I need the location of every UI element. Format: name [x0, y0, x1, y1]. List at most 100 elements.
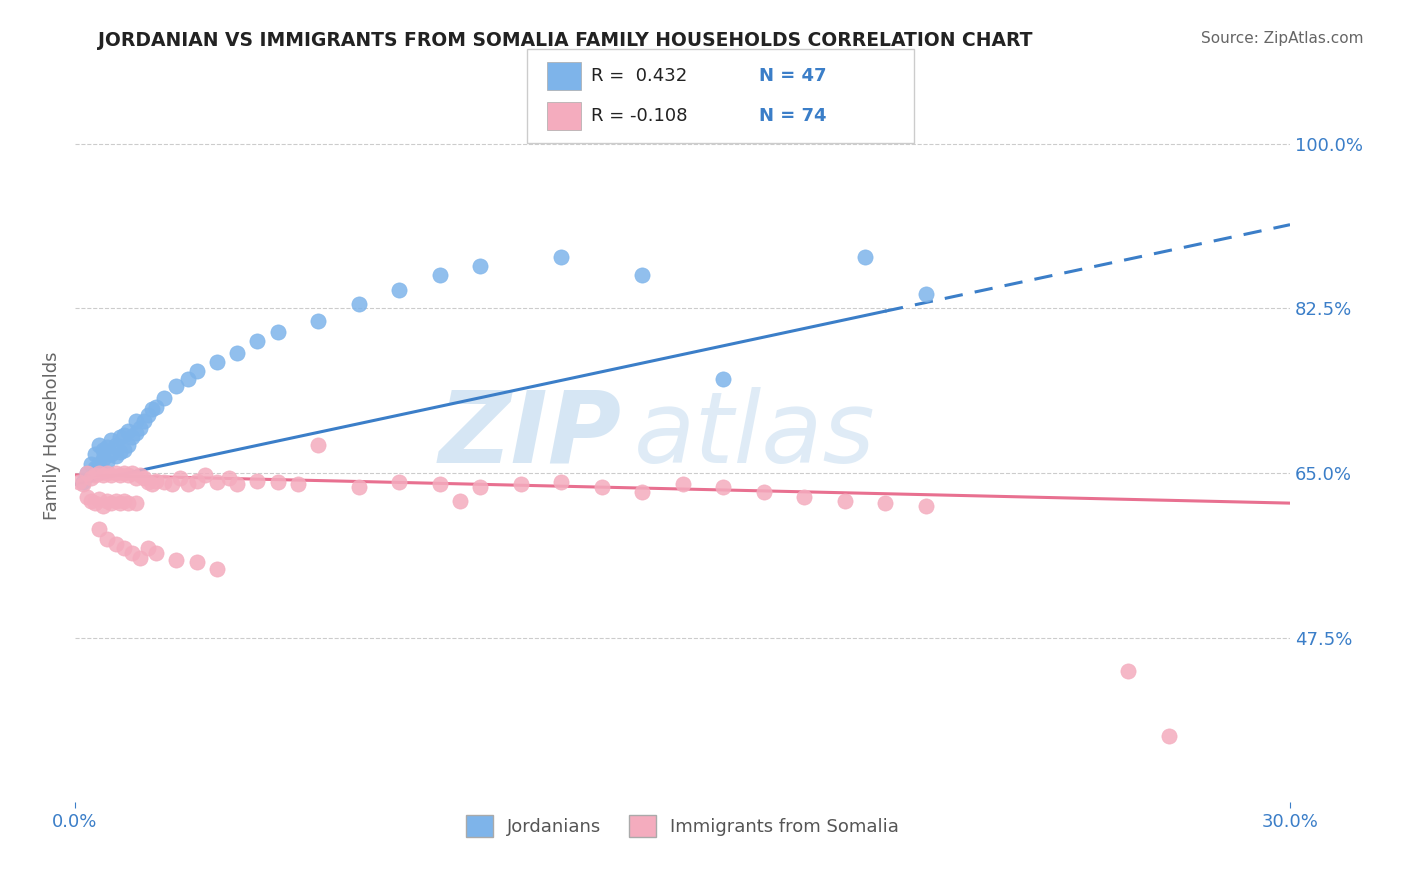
Point — [793, 490, 815, 504]
Text: N = 47: N = 47 — [759, 67, 827, 85]
Point — [117, 496, 139, 510]
Point — [388, 475, 411, 490]
Point — [631, 484, 654, 499]
Point — [132, 414, 155, 428]
Point — [307, 313, 329, 327]
Point — [218, 471, 240, 485]
Point — [145, 474, 167, 488]
Point — [125, 471, 148, 485]
Point — [72, 475, 94, 490]
Text: N = 74: N = 74 — [759, 107, 827, 125]
Point — [67, 475, 90, 490]
Point — [76, 466, 98, 480]
Point — [429, 477, 451, 491]
Legend: Jordanians, Immigrants from Somalia: Jordanians, Immigrants from Somalia — [458, 808, 907, 845]
Point — [165, 552, 187, 566]
Point — [84, 496, 107, 510]
Point — [141, 402, 163, 417]
Point — [112, 428, 135, 442]
Text: Source: ZipAtlas.com: Source: ZipAtlas.com — [1201, 31, 1364, 46]
Point — [112, 541, 135, 556]
Point — [509, 477, 531, 491]
Point — [591, 480, 613, 494]
Point — [177, 372, 200, 386]
Point — [388, 283, 411, 297]
Text: ZIP: ZIP — [439, 387, 621, 483]
Point — [873, 496, 896, 510]
Point — [1157, 730, 1180, 744]
Point — [84, 467, 107, 482]
Point — [89, 523, 111, 537]
Point — [84, 447, 107, 461]
Point — [136, 541, 159, 556]
Point — [112, 466, 135, 480]
Point — [205, 562, 228, 576]
Point — [117, 467, 139, 482]
Point — [1116, 664, 1139, 678]
Point — [853, 250, 876, 264]
Point — [100, 467, 122, 482]
Point — [89, 492, 111, 507]
Point — [752, 484, 775, 499]
Point — [104, 449, 127, 463]
Point — [449, 494, 471, 508]
Point — [112, 494, 135, 508]
Point — [177, 477, 200, 491]
Point — [84, 461, 107, 475]
Point — [100, 433, 122, 447]
Point — [468, 480, 491, 494]
Point — [108, 445, 131, 459]
Point — [165, 379, 187, 393]
Point — [136, 475, 159, 490]
Point — [266, 325, 288, 339]
Point — [108, 467, 131, 482]
Point — [194, 467, 217, 482]
Point — [121, 546, 143, 560]
Point — [100, 496, 122, 510]
Point — [108, 496, 131, 510]
Point — [125, 414, 148, 428]
Point — [80, 457, 103, 471]
Point — [711, 372, 734, 386]
Point — [550, 250, 572, 264]
Point — [287, 477, 309, 491]
Point — [186, 364, 208, 378]
Point — [104, 494, 127, 508]
Point — [671, 477, 693, 491]
Point — [125, 496, 148, 510]
Point — [914, 287, 936, 301]
Point — [76, 490, 98, 504]
Point — [186, 555, 208, 569]
Point — [186, 474, 208, 488]
Text: JORDANIAN VS IMMIGRANTS FROM SOMALIA FAMILY HOUSEHOLDS CORRELATION CHART: JORDANIAN VS IMMIGRANTS FROM SOMALIA FAM… — [98, 31, 1033, 50]
Point — [100, 447, 122, 461]
Y-axis label: Family Households: Family Households — [44, 351, 60, 520]
Point — [117, 424, 139, 438]
Point — [89, 438, 111, 452]
Point — [128, 421, 150, 435]
Point — [104, 536, 127, 550]
Text: R = -0.108: R = -0.108 — [591, 107, 688, 125]
Point — [246, 474, 269, 488]
Point — [93, 451, 115, 466]
Point — [136, 408, 159, 422]
Point — [246, 334, 269, 349]
Point — [125, 425, 148, 440]
Point — [96, 532, 118, 546]
Point — [266, 475, 288, 490]
Point — [205, 475, 228, 490]
Point — [104, 466, 127, 480]
Point — [80, 494, 103, 508]
Point — [96, 440, 118, 454]
Text: R =  0.432: R = 0.432 — [591, 67, 686, 85]
Point — [834, 494, 856, 508]
Point — [132, 471, 155, 485]
Point — [96, 455, 118, 469]
Point — [117, 438, 139, 452]
Point — [711, 480, 734, 494]
Point — [93, 499, 115, 513]
Point — [141, 477, 163, 491]
Point — [121, 430, 143, 444]
Point — [226, 345, 249, 359]
Point — [128, 550, 150, 565]
